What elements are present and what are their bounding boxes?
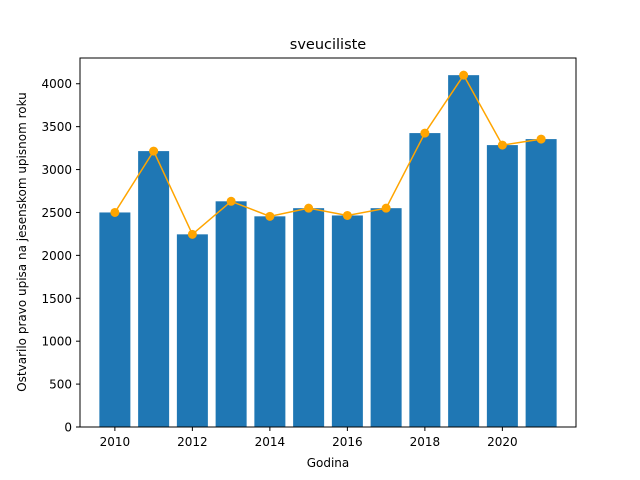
bar-2019 bbox=[448, 75, 480, 428]
line-point-2014 bbox=[265, 211, 275, 221]
bar-series bbox=[99, 75, 557, 428]
y-axis: 0 500 1000 1500 2000 2500 3000 3500 4000 bbox=[41, 77, 80, 435]
line-point-2018 bbox=[420, 128, 430, 138]
bar-2018 bbox=[409, 133, 441, 427]
line-series bbox=[110, 70, 546, 239]
y-tick-label-3500: 3500 bbox=[41, 120, 72, 134]
x-tick-label-2014: 2014 bbox=[255, 435, 286, 449]
bar-2011 bbox=[138, 151, 170, 427]
bar-2017 bbox=[370, 208, 402, 427]
line-path bbox=[114, 73, 542, 236]
y-tick-label-4000: 4000 bbox=[41, 77, 72, 91]
bar-2015 bbox=[293, 208, 325, 427]
y-tick-label-3000: 3000 bbox=[41, 163, 72, 177]
y-axis-label: Ostvarilo pravo upisa na jesenskom upisn… bbox=[15, 92, 29, 392]
x-axis: 2010 2012 2014 2016 2018 2020 bbox=[100, 427, 518, 449]
line-point-2019 bbox=[459, 70, 469, 80]
line-point-2020 bbox=[497, 140, 507, 150]
y-tick-label-2000: 2000 bbox=[41, 249, 72, 263]
x-tick-label-2018: 2018 bbox=[410, 435, 441, 449]
y-tick-label-500: 500 bbox=[49, 378, 72, 392]
x-tick-label-2020: 2020 bbox=[487, 435, 518, 449]
chart-title: sveuciliste bbox=[290, 37, 367, 53]
bar-2016 bbox=[331, 215, 363, 427]
bar-2020 bbox=[486, 145, 518, 427]
line-point-2012 bbox=[187, 229, 197, 239]
bar-2010 bbox=[99, 212, 131, 427]
bar-2021 bbox=[525, 139, 557, 428]
plot-frame bbox=[79, 57, 577, 428]
line-point-2021 bbox=[536, 134, 546, 144]
line-point-2013 bbox=[226, 196, 236, 206]
line-point-2010 bbox=[110, 207, 120, 217]
y-tick-label-2500: 2500 bbox=[41, 206, 72, 220]
x-tick-label-2012: 2012 bbox=[177, 435, 208, 449]
line-point-2011 bbox=[149, 146, 159, 156]
line-point-2015 bbox=[304, 203, 314, 213]
line-point-2016 bbox=[342, 210, 352, 220]
line-point-2017 bbox=[381, 203, 391, 213]
bar-2014 bbox=[254, 216, 286, 427]
y-tick-label-0: 0 bbox=[64, 421, 72, 435]
x-tick-label-2016: 2016 bbox=[332, 435, 363, 449]
y-tick-label-1000: 1000 bbox=[41, 335, 72, 349]
x-axis-label: Godina bbox=[307, 456, 350, 470]
bar-2012 bbox=[176, 234, 208, 427]
x-tick-label-2010: 2010 bbox=[100, 435, 131, 449]
bar-2013 bbox=[215, 201, 247, 427]
y-tick-label-1500: 1500 bbox=[41, 292, 72, 306]
